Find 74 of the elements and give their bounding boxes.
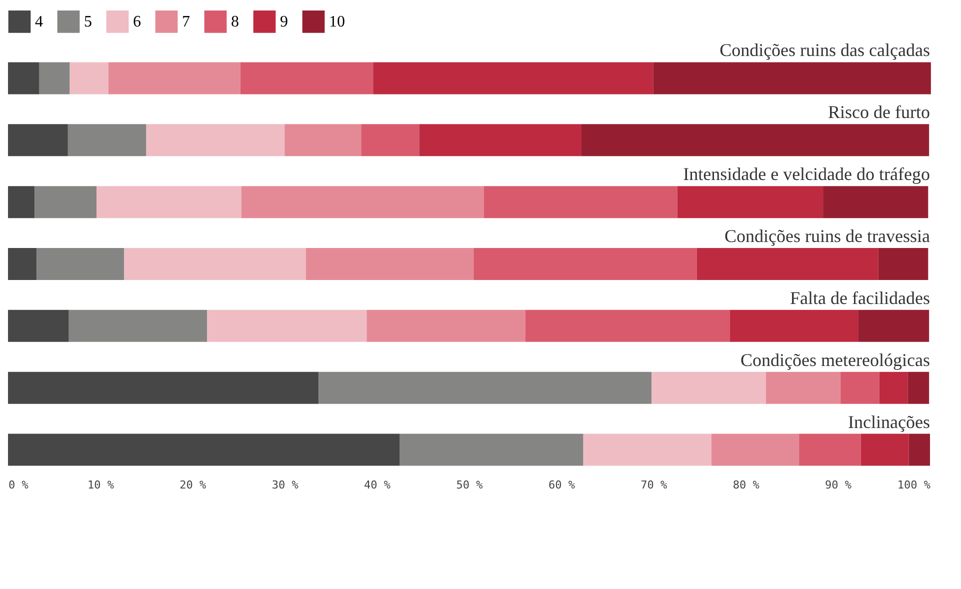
bar	[366, 310, 526, 342]
y-tick-label: Condições ruins de travessia	[724, 226, 930, 246]
x-tick-label: 50 %	[456, 478, 484, 492]
bar	[34, 186, 97, 218]
bar	[730, 310, 858, 342]
x-tick-label: 0 %	[8, 478, 29, 492]
bar	[8, 372, 319, 404]
y-tick-label: Condições ruins das calçadas	[720, 40, 930, 60]
bar	[908, 372, 930, 404]
legend-label: 9	[280, 14, 288, 31]
y-tick-label: Falta de facilidades	[790, 288, 930, 308]
bar	[96, 186, 242, 218]
bar	[68, 124, 146, 156]
y-tick-label: Condições metereológicas	[740, 350, 930, 370]
bar	[696, 248, 878, 280]
bar	[39, 62, 70, 94]
x-tick-label: 100 %	[897, 478, 931, 492]
bar	[124, 248, 306, 280]
bar	[823, 186, 928, 218]
bar	[8, 310, 69, 342]
x-tick-label: 40 %	[364, 478, 391, 492]
bar	[284, 124, 362, 156]
legend-label: 6	[133, 14, 141, 31]
bar	[583, 434, 712, 466]
bar	[240, 62, 374, 94]
bar	[108, 62, 240, 94]
bar	[318, 372, 652, 404]
bar	[400, 434, 584, 466]
y-tick-label: Intensidade e velcidade do tráfego	[683, 164, 930, 184]
x-tick-label: 10 %	[87, 478, 114, 492]
x-tick-label: 70 %	[640, 478, 668, 492]
x-tick-label: 20 %	[180, 478, 207, 492]
x-tick-label: 90 %	[825, 478, 852, 492]
y-tick-label: Risco de furto	[828, 102, 930, 122]
legend-label: 10	[329, 14, 345, 31]
bar	[858, 310, 930, 342]
bar	[8, 248, 37, 280]
bar	[484, 186, 678, 218]
legend-label: 7	[182, 14, 190, 31]
bar	[8, 62, 40, 94]
bar	[677, 186, 824, 218]
bar	[8, 434, 400, 466]
bar	[879, 372, 908, 404]
bar	[419, 124, 582, 156]
x-tick-label: 80 %	[732, 478, 760, 492]
legend-label: 5	[84, 14, 92, 31]
bar	[36, 248, 124, 280]
bar	[361, 124, 420, 156]
legend-label: 8	[231, 14, 239, 31]
bar	[8, 124, 68, 156]
bar	[652, 372, 766, 404]
x-tick-label: 60 %	[548, 478, 576, 492]
bar	[68, 310, 208, 342]
bar	[525, 310, 730, 342]
bar	[799, 434, 861, 466]
bar	[878, 248, 928, 280]
bar	[146, 124, 285, 156]
bar	[373, 62, 654, 94]
bar	[581, 124, 930, 156]
bar	[908, 434, 930, 466]
bar	[241, 186, 484, 218]
bar	[306, 248, 474, 280]
bar	[766, 372, 841, 404]
bar	[653, 62, 931, 94]
bar	[8, 186, 35, 218]
y-tick-label: Inclinações	[848, 412, 930, 432]
bar	[860, 434, 909, 466]
bar	[711, 434, 800, 466]
bar	[207, 310, 367, 342]
bar	[474, 248, 697, 280]
bar	[70, 62, 108, 94]
legend-label: 4	[35, 14, 43, 31]
bar	[840, 372, 880, 404]
x-tick-label: 30 %	[272, 478, 299, 492]
